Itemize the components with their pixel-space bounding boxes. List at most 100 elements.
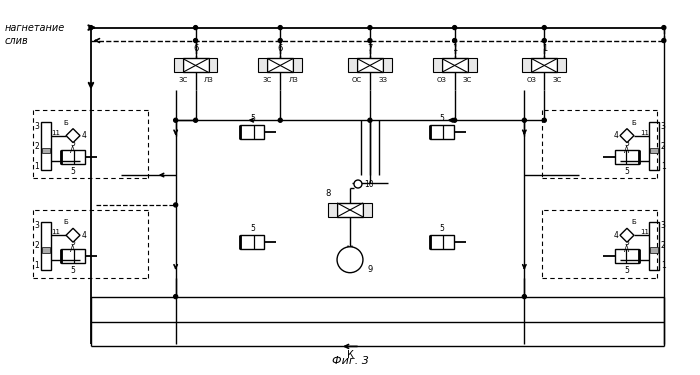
- Bar: [615, 150, 639, 164]
- Bar: [650, 148, 658, 153]
- Bar: [183, 58, 209, 72]
- Circle shape: [174, 203, 178, 207]
- Bar: [209, 58, 218, 72]
- Text: 1: 1: [661, 162, 666, 171]
- Circle shape: [194, 118, 197, 122]
- Text: 10: 10: [364, 180, 374, 189]
- Circle shape: [453, 39, 456, 42]
- Bar: [174, 58, 183, 72]
- Circle shape: [337, 247, 363, 273]
- Circle shape: [368, 26, 372, 30]
- Text: ОС: ОС: [352, 77, 362, 83]
- Text: 6: 6: [278, 45, 283, 54]
- Text: 11: 11: [51, 229, 60, 235]
- Bar: [649, 122, 659, 170]
- Bar: [258, 58, 267, 72]
- Bar: [267, 58, 293, 72]
- Text: 5: 5: [439, 224, 444, 233]
- Bar: [615, 249, 639, 263]
- Circle shape: [174, 118, 178, 122]
- Text: 1: 1: [542, 45, 547, 54]
- Bar: [41, 122, 51, 170]
- Circle shape: [354, 180, 362, 188]
- Text: 5: 5: [624, 238, 629, 248]
- Bar: [293, 58, 302, 72]
- Text: 3С: 3С: [262, 77, 272, 83]
- Text: К: К: [346, 350, 354, 360]
- Text: 11: 11: [51, 130, 60, 136]
- Text: Б: Б: [64, 120, 69, 126]
- Bar: [337, 203, 363, 217]
- Text: ЗС: ЗС: [463, 77, 473, 83]
- Text: 2: 2: [34, 241, 39, 250]
- Text: 11: 11: [640, 130, 649, 136]
- Bar: [41, 222, 51, 270]
- Text: Б: Б: [64, 219, 69, 225]
- Text: 5: 5: [71, 139, 76, 148]
- Bar: [61, 249, 85, 263]
- Bar: [61, 150, 85, 164]
- Text: слив: слив: [4, 36, 28, 45]
- Text: 1: 1: [34, 162, 39, 171]
- Bar: [430, 235, 454, 249]
- Text: 2: 2: [661, 241, 666, 250]
- Text: 2: 2: [34, 142, 39, 151]
- Circle shape: [542, 39, 546, 42]
- Circle shape: [279, 39, 282, 42]
- Text: 5: 5: [250, 114, 255, 123]
- Bar: [468, 58, 477, 72]
- Bar: [522, 58, 531, 72]
- Circle shape: [542, 118, 546, 122]
- Text: 5: 5: [624, 266, 629, 275]
- Bar: [383, 58, 392, 72]
- Text: нагнетание: нагнетание: [4, 22, 64, 33]
- Circle shape: [174, 295, 178, 298]
- Bar: [531, 58, 557, 72]
- Text: 4: 4: [82, 131, 87, 140]
- Bar: [649, 222, 659, 270]
- Circle shape: [194, 39, 197, 42]
- Text: 3: 3: [34, 122, 39, 130]
- Bar: [348, 58, 357, 72]
- Circle shape: [89, 26, 93, 30]
- Bar: [240, 125, 265, 139]
- Text: ОЗ: ОЗ: [526, 77, 536, 83]
- Text: 7: 7: [368, 45, 372, 54]
- Circle shape: [662, 26, 666, 30]
- Bar: [363, 203, 372, 217]
- Text: 6: 6: [193, 45, 198, 54]
- Text: А: А: [624, 146, 629, 154]
- Bar: [430, 125, 454, 139]
- Text: 1: 1: [452, 45, 457, 54]
- Text: 1: 1: [661, 261, 666, 270]
- Text: 9: 9: [368, 265, 373, 274]
- Text: 5: 5: [71, 238, 76, 248]
- Text: 5: 5: [624, 166, 629, 176]
- Bar: [557, 58, 566, 72]
- Text: 3: 3: [34, 221, 39, 230]
- Text: 4: 4: [613, 231, 618, 240]
- Text: 1: 1: [34, 261, 39, 270]
- Text: 2: 2: [661, 142, 666, 151]
- Polygon shape: [66, 228, 80, 242]
- Text: 8: 8: [326, 189, 331, 198]
- Text: 4: 4: [613, 131, 618, 140]
- Circle shape: [368, 118, 372, 122]
- Circle shape: [662, 39, 666, 42]
- Text: ЛЗ: ЛЗ: [288, 77, 298, 83]
- Text: 5: 5: [71, 166, 76, 176]
- Text: А: А: [71, 245, 76, 254]
- Circle shape: [522, 118, 526, 122]
- Text: Б: Б: [631, 219, 636, 225]
- Text: 3: 3: [661, 221, 666, 230]
- Text: ЗЗ: ЗЗ: [379, 77, 387, 83]
- Polygon shape: [620, 129, 634, 142]
- Circle shape: [453, 118, 456, 122]
- Circle shape: [279, 118, 282, 122]
- Polygon shape: [66, 129, 80, 142]
- Text: Фиг. 3: Фиг. 3: [332, 356, 368, 366]
- Text: 11: 11: [640, 229, 649, 235]
- Circle shape: [194, 26, 197, 30]
- Text: 5: 5: [439, 114, 444, 123]
- Bar: [357, 58, 383, 72]
